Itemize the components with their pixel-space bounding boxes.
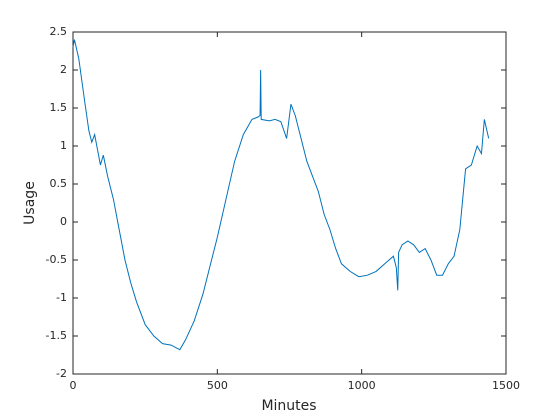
y-tick-label: 2.5: [50, 25, 68, 38]
x-tick-label: 500: [207, 379, 228, 392]
y-tick-label: 1.5: [50, 101, 68, 114]
y-tick-label: 0: [60, 215, 67, 228]
x-tick-label: 1000: [348, 379, 376, 392]
y-tick-label: 1: [60, 139, 67, 152]
x-tick-label: 0: [70, 379, 77, 392]
y-tick-label: 0.5: [50, 177, 68, 190]
y-axis-label: Usage: [22, 181, 38, 225]
y-tick-label: -1.5: [46, 329, 67, 342]
y-tick-label: 2: [60, 63, 67, 76]
axes-box: [72, 31, 507, 375]
data-line: [72, 39, 490, 351]
y-tick-label: -2: [56, 367, 67, 380]
x-axis-label: Minutes: [261, 398, 316, 414]
y-tick-label: -0.5: [46, 253, 67, 266]
y-tick-label: -1: [56, 291, 67, 304]
x-tick-label: 1500: [492, 379, 520, 392]
